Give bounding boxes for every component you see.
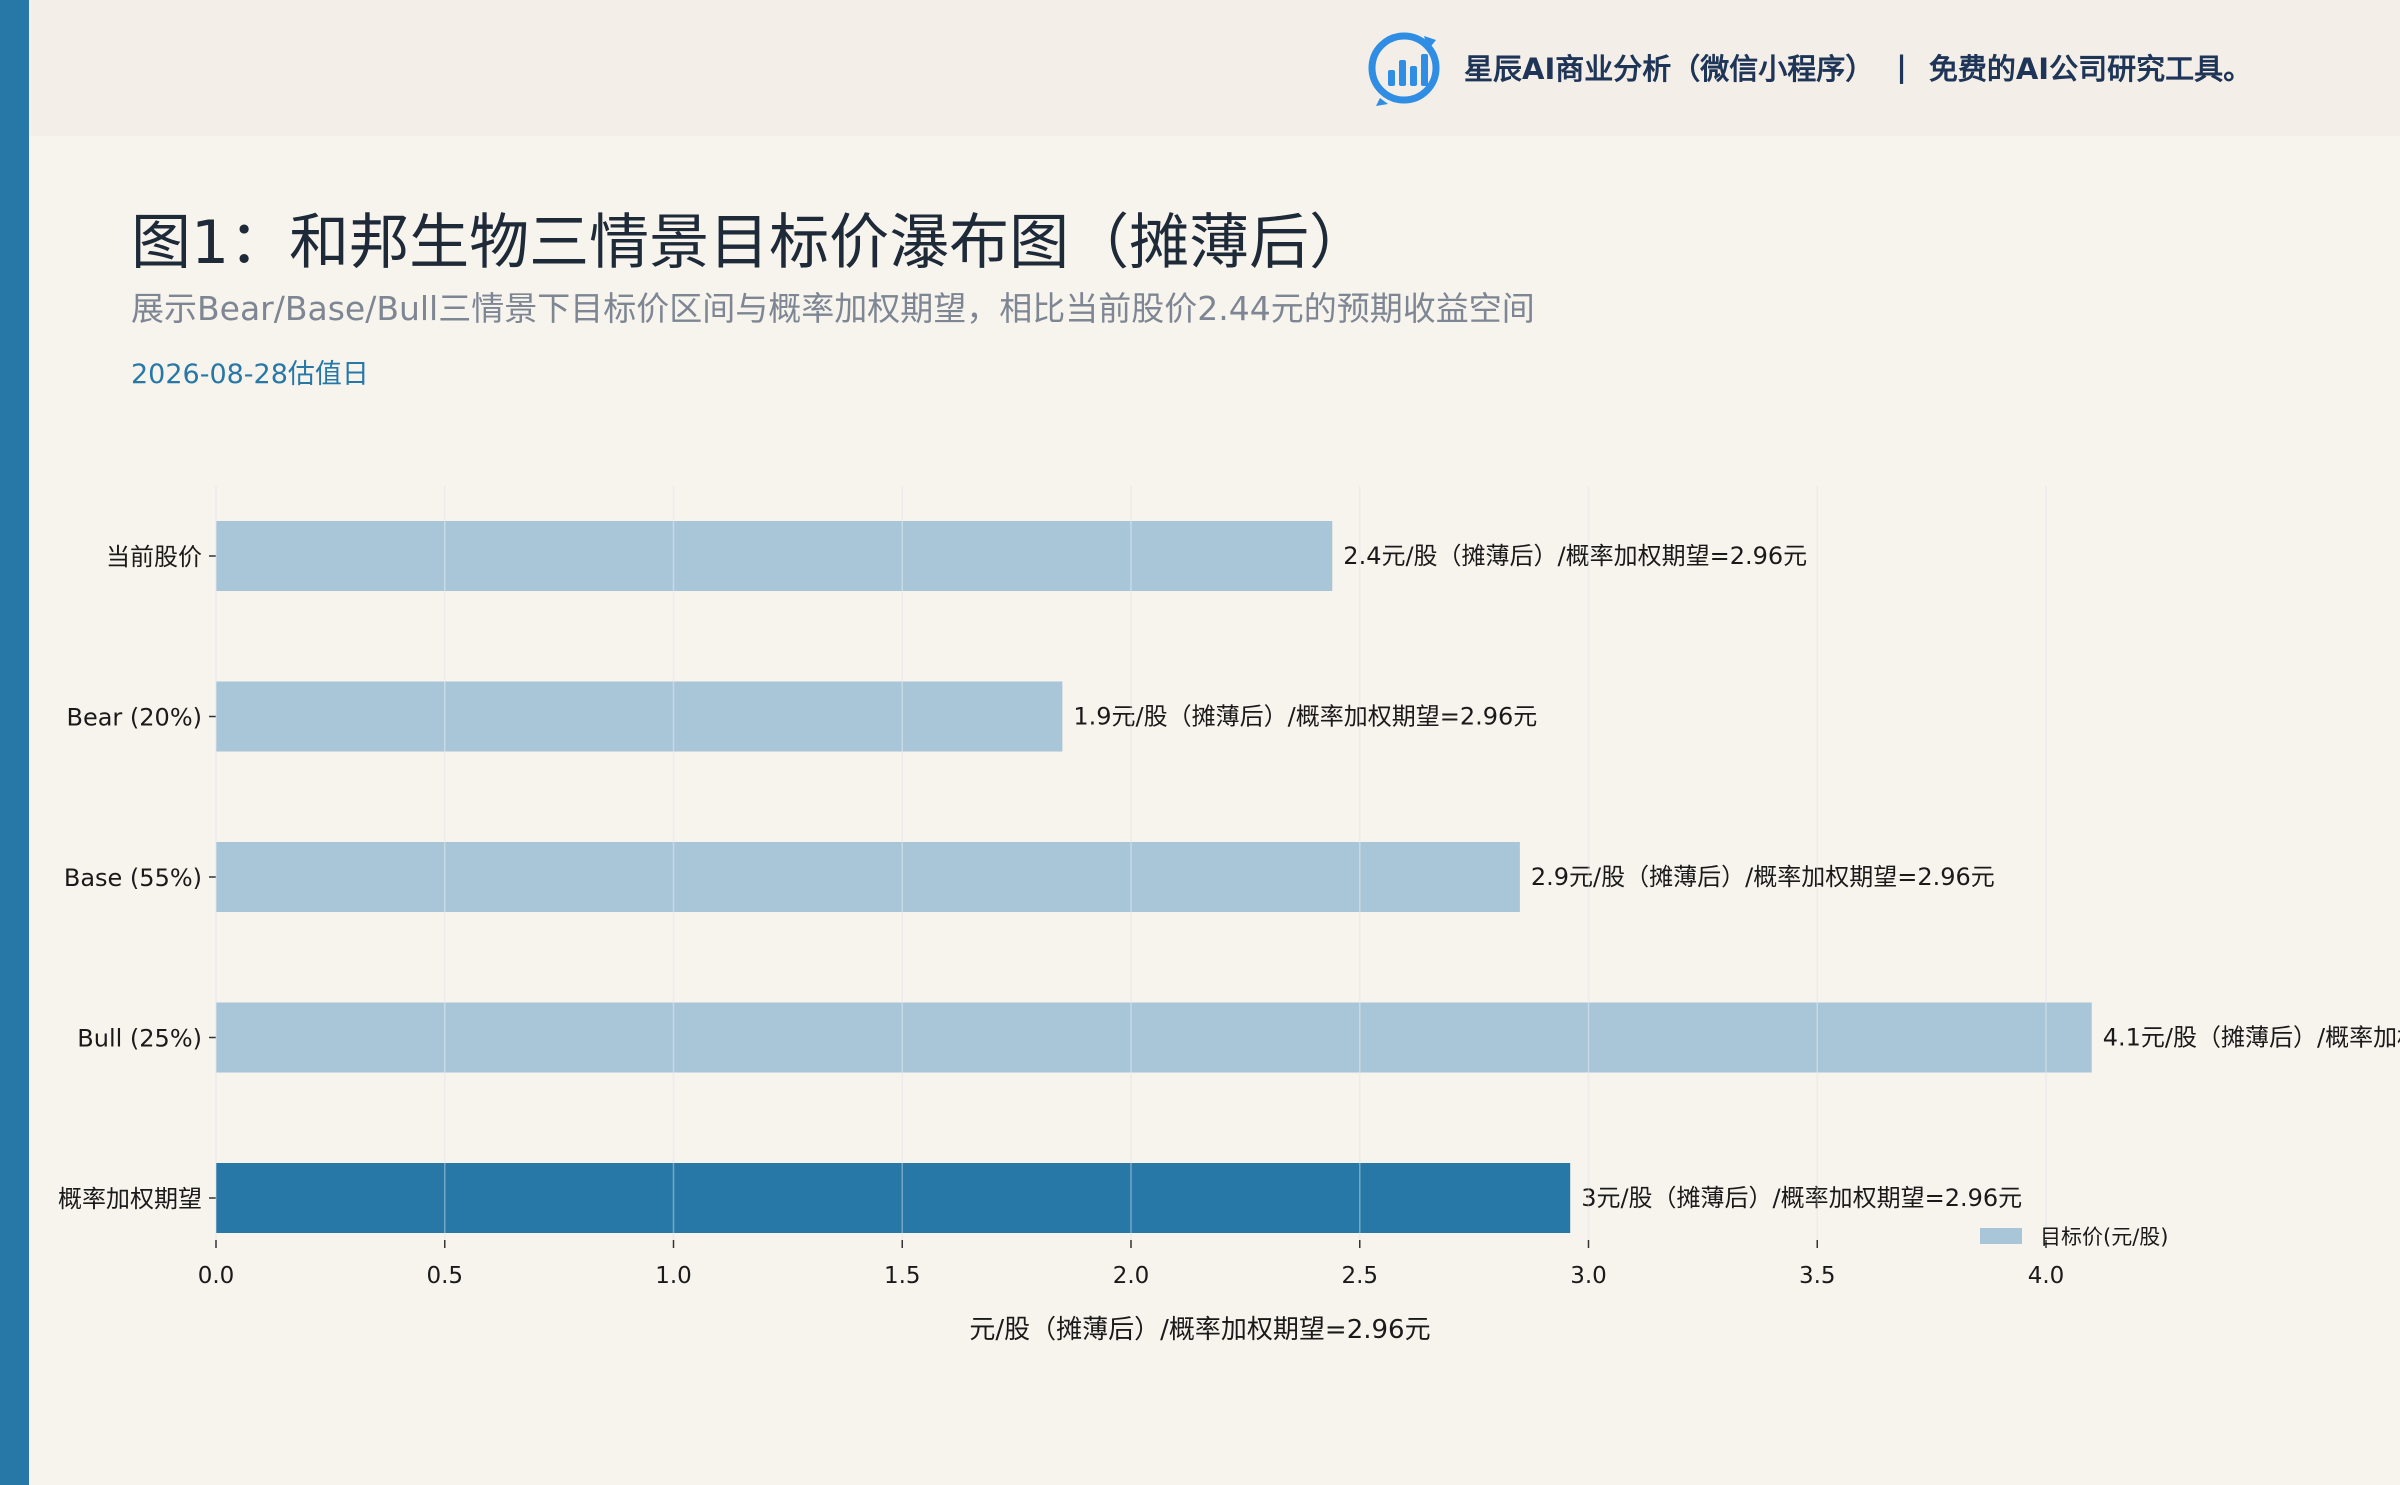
category-label: 概率加权期望: [58, 1185, 202, 1213]
brand-name: 星辰AI商业分析（微信小程序）: [1464, 52, 1875, 86]
x-tick-label: 1.0: [655, 1263, 692, 1289]
data-label: 3元/股（摊薄后）/概率加权期望=2.96元: [1581, 1184, 2022, 1212]
category-label: Bull (25%): [77, 1025, 202, 1053]
accent-stripe: [0, 0, 29, 1485]
x-tick-label: 1.5: [884, 1263, 921, 1289]
valuation-date: 2026-08-28估值日: [131, 359, 369, 390]
x-tick-label: 3.5: [1799, 1263, 1836, 1289]
legend-swatch: [1980, 1228, 2022, 1244]
data-label: 1.9元/股（摊薄后）/概率加权期望=2.96元: [1073, 703, 1537, 731]
category-label: 当前股价: [106, 543, 202, 571]
x-tick-label: 4.0: [2028, 1263, 2065, 1289]
x-axis-label: 元/股（摊薄后）/概率加权期望=2.96元: [969, 1315, 1430, 1345]
category-label: Base (55%): [64, 864, 202, 892]
brand-banner[interactable]: 星辰AI商业分析（微信小程序） | 免费的AI公司研究工具。: [1366, 22, 2252, 112]
data-label: 4.1元/股（摊薄后）/概率加权期望=2.96元: [2103, 1024, 2400, 1052]
x-tick-label: 0.0: [198, 1263, 235, 1289]
bar: [216, 1163, 1571, 1233]
brand-separator: |: [1896, 50, 1907, 84]
data-label: 2.9元/股（摊薄后）/概率加权期望=2.96元: [1531, 863, 1995, 891]
bar: [216, 681, 1063, 752]
bar: [216, 521, 1333, 591]
x-tick-label: 0.5: [426, 1263, 463, 1289]
page-subtitle: 展示Bear/Base/Bull三情景下目标价区间与概率加权期望，相比当前股价2…: [131, 289, 1535, 328]
bar-chart-refresh-icon: [1368, 32, 1440, 106]
category-label: Bear (20%): [66, 704, 202, 732]
brand-slogan: 免费的AI公司研究工具。: [1928, 52, 2253, 86]
bar: [216, 842, 1520, 912]
target-price-bar-chart: 2.4元/股（摊薄后）/概率加权期望=2.96元 当前股价 1.9元/股（摊薄后）/…: [58, 486, 2400, 1345]
x-tick-label: 2.0: [1113, 1263, 1150, 1289]
page-title: 图1：和邦生物三情景目标价瀑布图（摊薄后）: [131, 208, 1370, 278]
legend-label: 目标价(元/股): [2040, 1225, 2168, 1249]
header-band: [29, 0, 2400, 136]
bar: [216, 1002, 2092, 1073]
x-tick-label: 2.5: [1341, 1263, 1378, 1289]
data-label: 2.4元/股（摊薄后）/概率加权期望=2.96元: [1343, 542, 1807, 570]
x-tick-label: 3.0: [1570, 1263, 1607, 1289]
